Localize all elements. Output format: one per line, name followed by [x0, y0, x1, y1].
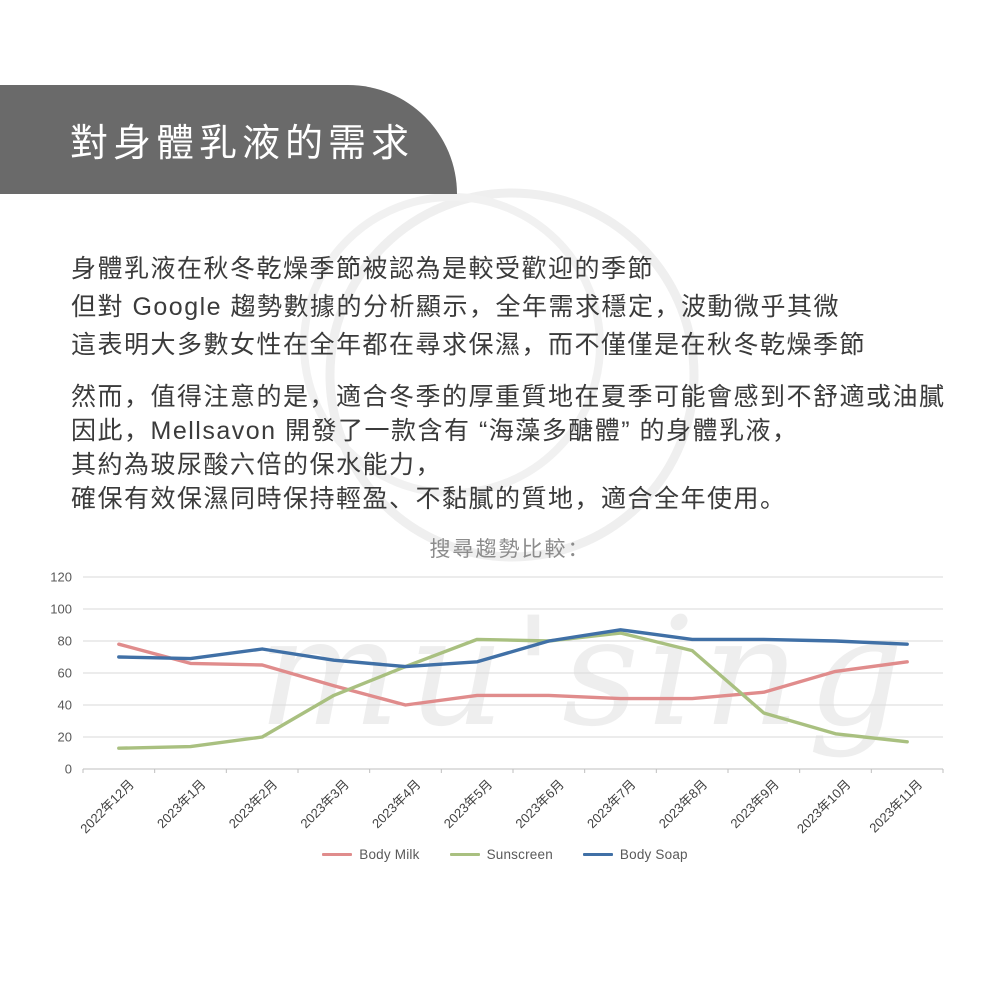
trend-line-chart: 0 20 40 60 80 100 120 2022年12月 2023年1月 2023年2月 202… — [50, 570, 944, 837]
legend-label: Body Soap — [619, 847, 688, 862]
x-tick-label: 2023年1月 — [154, 777, 209, 832]
y-tick-label: 20 — [58, 730, 72, 745]
series-line-body-milk — [117, 642, 909, 707]
watermark-circles — [300, 188, 699, 562]
body-text-line: 身體乳液在秋冬乾燥季節被認為是較受歡迎的季節 — [71, 255, 655, 283]
body-text-line: 其約為玻尿酸六倍的保水能力， — [71, 451, 443, 479]
legend-line-swatch-icon — [582, 853, 613, 856]
body-text-line: 確保有效保濕同時保持輕盈、不黏膩的質地，適合全年使用。 — [71, 485, 787, 513]
series-line-sunscreen — [117, 631, 909, 750]
x-tick-label: 2023年8月 — [656, 777, 711, 832]
y-tick-label: 0 — [65, 762, 72, 777]
x-tick-label: 2023年6月 — [512, 777, 567, 832]
x-tick-label: 2022年12月 — [77, 777, 137, 837]
y-tick-label: 40 — [58, 698, 72, 713]
x-tick-label: 2023年7月 — [584, 777, 639, 832]
detail-paragraph: 然而，值得注意的是，適合冬季的厚重質地在夏季可能會感到不舒適或油膩 因此，Mel… — [71, 380, 946, 516]
x-tick-label: 2023年10月 — [794, 777, 854, 837]
chart-title: 搜尋趨勢比較： — [429, 538, 591, 561]
x-tick-label: 2023年9月 — [727, 777, 782, 832]
y-tick-label: 60 — [58, 666, 72, 681]
series-line-body-soap — [117, 628, 909, 669]
page-title-banner: 對身體乳液的需求 — [0, 85, 457, 194]
legend-label: Body Milk — [359, 847, 420, 862]
body-text-line: 這表明大多數女性在全年都在尋求保濕，而不僅僅是在秋冬乾燥季節 — [71, 331, 867, 359]
legend-item-body-soap: Body Soap — [582, 847, 688, 862]
x-tick-label: 2023年4月 — [369, 777, 424, 832]
body-text-line: 然而，值得注意的是，適合冬季的厚重質地在夏季可能會感到不舒適或油膩 — [71, 383, 946, 411]
legend-label: Sunscreen — [486, 847, 553, 862]
x-tick-label: 2023年5月 — [441, 777, 496, 832]
x-tick-label: 2023年11月 — [866, 777, 925, 836]
y-tick-label: 80 — [58, 634, 72, 649]
y-tick-label: 120 — [50, 570, 72, 585]
chart-legend: Body Milk Sunscreen Body Soap — [0, 847, 1000, 862]
intro-paragraph: 身體乳液在秋冬乾燥季節被認為是較受歡迎的季節 但對 Google 趨勢數據的分析… — [71, 250, 866, 364]
body-text-line: 因此，Mellsavon 開發了一款含有 “海藻多醣體” 的身體乳液， — [71, 417, 799, 445]
page-title: 對身體乳液的需求 — [70, 123, 415, 165]
legend-line-swatch-icon — [449, 853, 480, 856]
x-tick-label: 2023年2月 — [226, 777, 281, 832]
x-tick-label: 2023年3月 — [297, 777, 352, 832]
y-tick-label: 100 — [50, 602, 72, 617]
legend-line-swatch-icon — [322, 853, 353, 856]
legend-item-sunscreen: Sunscreen — [449, 847, 553, 862]
legend-item-body-milk: Body Milk — [322, 847, 419, 862]
body-text-line: 但對 Google 趨勢數據的分析顯示，全年需求穩定，波動微乎其微 — [71, 293, 841, 321]
